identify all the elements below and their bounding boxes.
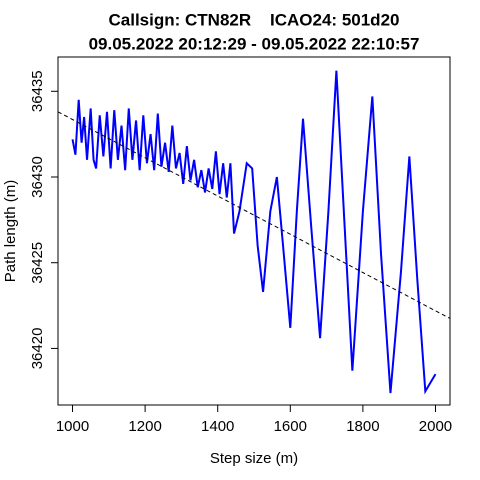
x-tick-label: 1600 <box>274 418 307 435</box>
chart-title: Callsign: CTN82R ICAO24: 501d20 <box>109 10 400 29</box>
y-axis-label: Path length (m) <box>2 180 19 283</box>
x-tick-label: 1400 <box>201 418 234 435</box>
plot-frame <box>57 56 451 406</box>
x-axis-label: Step size (m) <box>210 450 298 467</box>
y-tick-label: 36430 <box>29 156 46 198</box>
y-tick-label: 36420 <box>29 328 46 370</box>
x-tick-label: 1800 <box>346 418 379 435</box>
x-tick-label: 1000 <box>56 418 89 435</box>
data-line <box>71 70 437 395</box>
trend-line <box>57 111 451 319</box>
chart-subtitle: 09.05.2022 20:12:29 - 09.05.2022 22:10:5… <box>89 34 420 53</box>
y-tick-label: 36425 <box>29 242 46 284</box>
x-tick-label: 1200 <box>128 418 161 435</box>
x-tick-label: 2000 <box>419 418 452 435</box>
y-tick-label: 36435 <box>29 70 46 112</box>
